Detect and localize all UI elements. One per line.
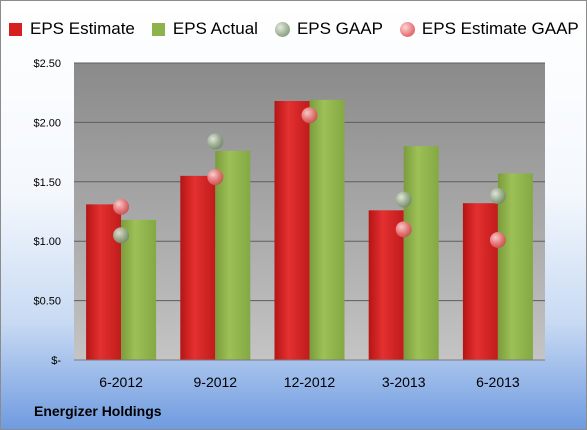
bar-eps-actual (215, 150, 251, 360)
point-eps-estimate-gaap (489, 232, 506, 249)
y-tick-label: $2.00 (33, 117, 61, 129)
legend-swatch-eps-estimate (9, 22, 22, 36)
legend-label-eps-estimate: EPS Estimate (30, 19, 135, 38)
bar-eps-estimate (462, 203, 498, 360)
legend-label-eps-estimate-gaap: EPS Estimate GAAP (421, 19, 579, 38)
point-eps-estimate-gaap (301, 107, 318, 124)
x-tick-label: 12-2012 (284, 374, 336, 390)
legend-swatch-eps-actual (151, 22, 165, 36)
bar-eps-estimate (86, 204, 122, 360)
x-tick-label: 3-2013 (382, 374, 426, 390)
footer-title: Energizer Holdings (34, 403, 162, 419)
bar-eps-estimate (180, 175, 216, 360)
bar-eps-actual (403, 146, 439, 360)
legend-item-eps-estimate: EPS Estimate (9, 19, 135, 39)
legend-item-eps-actual: EPS Actual (151, 19, 258, 39)
legend-item-eps-gaap: EPS GAAP (274, 19, 383, 39)
point-eps-estimate-gaap (207, 169, 224, 186)
legend-label-eps-actual: EPS Actual (172, 19, 258, 38)
y-tick-label: $1.00 (33, 236, 61, 248)
point-eps-estimate-gaap (113, 198, 130, 215)
bar-eps-actual (309, 99, 345, 360)
point-eps-gaap (113, 227, 130, 244)
bar-eps-estimate (368, 210, 404, 360)
bar-eps-estimate (274, 101, 310, 361)
point-eps-estimate-gaap (395, 221, 412, 238)
legend-swatch-eps-gaap (274, 21, 290, 37)
point-eps-gaap (489, 188, 506, 205)
y-tick-label: $1.50 (33, 177, 61, 189)
point-eps-gaap (395, 191, 412, 208)
chart-legend: EPS Estimate EPS Actual EPS GAAP EPS Est… (9, 17, 579, 41)
x-tick-label: 6-2013 (476, 374, 520, 390)
y-tick-label: $2.50 (33, 58, 61, 70)
x-tick-label: 9-2012 (194, 374, 238, 390)
bar-eps-actual (497, 173, 533, 360)
legend-swatch-eps-estimate-gaap (399, 21, 415, 37)
legend-label-eps-gaap: EPS GAAP (296, 19, 383, 38)
legend-item-eps-estimate-gaap: EPS Estimate GAAP (399, 19, 579, 39)
point-eps-gaap (207, 133, 224, 150)
y-tick-label: $0.50 (33, 296, 61, 308)
x-tick-label: 6-2012 (99, 374, 143, 390)
y-tick-label: $- (51, 355, 61, 367)
bar-eps-actual (121, 219, 157, 360)
